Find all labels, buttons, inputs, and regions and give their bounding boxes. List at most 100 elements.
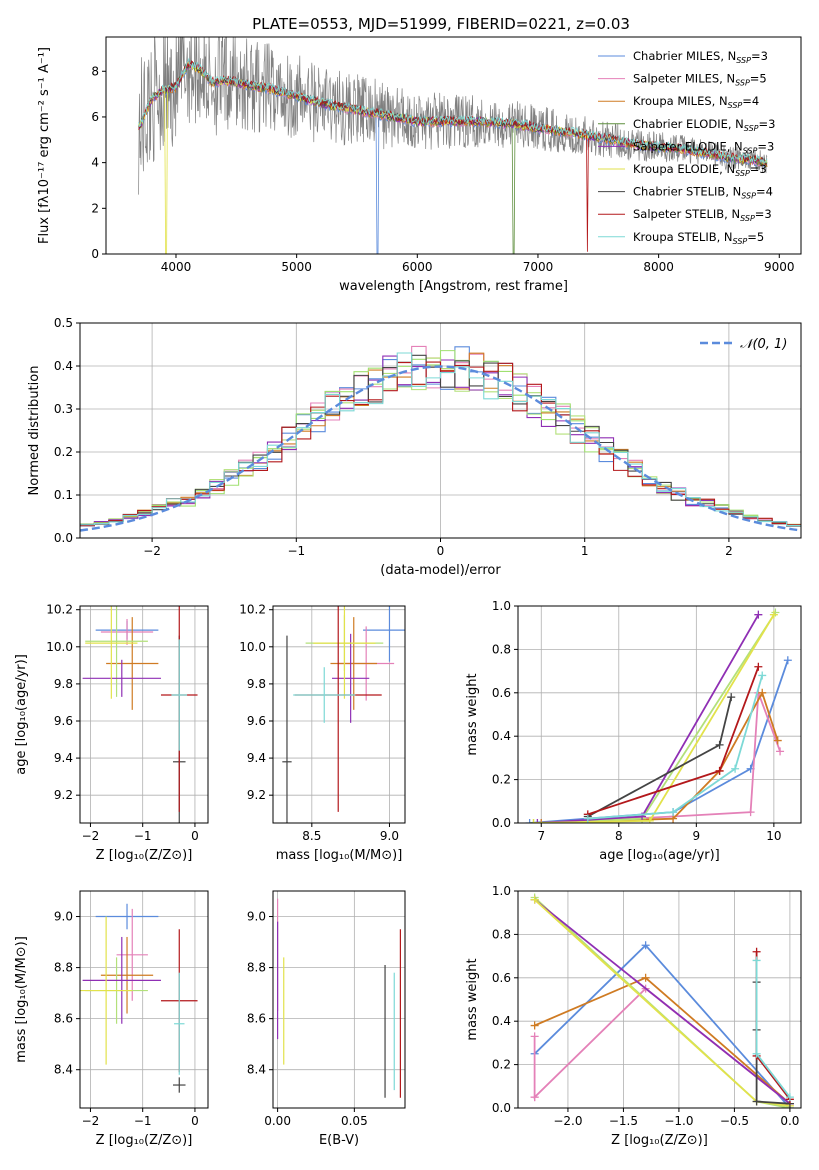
mass-vs-ebv-panel: 0.00 0.05 8.4 8.6 8.8 9.0 E(B-V) xyxy=(247,890,406,1148)
weight-marker xyxy=(754,662,763,671)
weight-marker xyxy=(669,808,678,817)
weight-series-line xyxy=(587,675,764,820)
legend-entry: 𝒩(0, 1) xyxy=(740,337,787,352)
model-spectrum-line xyxy=(138,60,768,252)
y-tick-label: 1.0 xyxy=(492,884,511,898)
y-tick-label: 10.2 xyxy=(46,603,73,617)
weight-marker xyxy=(530,895,539,904)
y-tick-label: 0 xyxy=(91,247,99,261)
weight-marker xyxy=(641,941,650,950)
weight-marker xyxy=(785,1093,794,1102)
y-tick-label: 0.8 xyxy=(492,927,511,941)
weight-series-line xyxy=(755,982,790,1105)
y-tick-label: 9.2 xyxy=(247,788,266,802)
axes-frame xyxy=(79,890,209,1109)
weight-marker xyxy=(530,1093,539,1102)
errorbar-point xyxy=(330,617,378,710)
model-spectrum-line xyxy=(138,57,768,165)
x-tick-label: −0.5 xyxy=(720,1114,749,1128)
y-tick-label: 9.0 xyxy=(54,910,73,924)
x-tick-label: 8000 xyxy=(643,260,674,274)
weight-marker xyxy=(773,736,782,745)
errorbar-point xyxy=(80,916,133,1065)
x-axis-label: (data-model)/error xyxy=(380,563,501,578)
errorbar-plot-area xyxy=(80,903,198,1093)
legend-entry: Kroupa MILES, NSSP=4 xyxy=(633,94,759,110)
residuals-legend: 𝒩(0, 1) xyxy=(700,337,787,352)
y-axis-label: Normed distribution xyxy=(27,366,42,496)
x-tick-label: 1 xyxy=(581,544,589,558)
weight-marker xyxy=(727,693,736,702)
errorbar-point xyxy=(82,659,161,697)
y-tick-label: 2 xyxy=(91,201,99,215)
weight-marker xyxy=(752,956,761,965)
y-tick-label: 10.2 xyxy=(239,603,266,617)
weight-plot-area xyxy=(525,608,792,823)
errorbar-point xyxy=(95,903,159,930)
y-tick-label: 0.0 xyxy=(492,816,511,830)
weight-marker xyxy=(752,1097,761,1106)
legend-entry: Kroupa ELODIE, NSSP=3 xyxy=(633,162,767,178)
weight-series-line xyxy=(534,898,791,1105)
legend-entry: Chabrier STELIB, NSSP=4 xyxy=(633,185,773,201)
weight-marker xyxy=(533,819,542,823)
weight-marker xyxy=(783,656,792,665)
plot-layer: 4000 5000 6000 7000 8000 900002468wavelength … xyxy=(14,36,802,1148)
y-tick-label: 0.3 xyxy=(54,402,73,416)
x-axis-label: wavelength [Angstrom, rest frame] xyxy=(339,279,568,294)
y-tick-label: 8 xyxy=(91,64,99,78)
x-tick-label: −2 xyxy=(82,829,100,843)
weight-marker xyxy=(754,610,763,619)
y-axis-label: Flux [fλ10⁻¹⁷ erg cm⁻² s⁻¹ A⁻¹] xyxy=(37,47,52,244)
x-tick-label: 0.05 xyxy=(341,1114,368,1128)
weight-series xyxy=(530,941,794,1108)
weight-series xyxy=(530,973,794,1108)
x-tick-label: 5000 xyxy=(281,260,312,274)
age-vs-Z-panel: −2 −1 0 9.2 9.4 9.6 9.8 10.0 10.2 Z [log₁₀(Z/Z⊙)]… xyxy=(14,603,209,863)
weight-series xyxy=(537,688,785,823)
errorbar-point xyxy=(85,606,138,699)
weight-marker xyxy=(769,610,778,619)
axes-frame xyxy=(272,890,406,1109)
y-tick-label: 8.8 xyxy=(247,961,266,975)
y-tick-label: 0.0 xyxy=(54,531,73,545)
y-tick-label: 6 xyxy=(91,110,99,124)
mass-vs-Z-panel: −2 −1 0 8.4 8.6 8.8 9.0 Z [log₁₀(Z/Z⊙)] mass [lo… xyxy=(14,890,209,1148)
x-axis-label: Z [log₁₀(Z/Z⊙)] xyxy=(96,848,193,863)
residual-histogram xyxy=(80,352,801,527)
errorbar-point xyxy=(82,936,161,1024)
weight-series xyxy=(529,610,778,823)
weight-series-line xyxy=(533,943,791,1108)
gaussian-reference-line xyxy=(80,365,801,532)
x-tick-label: 0 xyxy=(437,544,445,558)
y-tick-label: 0.2 xyxy=(492,773,511,787)
x-tick-label: −1.0 xyxy=(664,1114,693,1128)
x-tick-label: 0 xyxy=(191,829,199,843)
weight-series xyxy=(583,693,736,821)
weight-marker xyxy=(731,764,740,773)
weight-marker xyxy=(758,688,767,697)
weight-series xyxy=(530,895,794,1108)
weight-marker xyxy=(776,747,785,756)
y-tick-label: 9.6 xyxy=(54,714,73,728)
spectrum-plot-area xyxy=(138,37,768,254)
x-tick-label: −2 xyxy=(82,1114,100,1128)
x-tick-label: 9.0 xyxy=(380,829,399,843)
legend-entry: Chabrier MILES, NSSP=3 xyxy=(633,49,768,65)
weight-series xyxy=(530,984,794,1108)
y-tick-label: 8.4 xyxy=(54,1063,73,1077)
legend-entry: Salpeter ELODIE, NSSP=3 xyxy=(633,139,774,155)
weight-series xyxy=(533,610,763,823)
errorbar-point xyxy=(100,618,154,645)
axes-frame xyxy=(105,36,802,255)
weight-vs-age-panel: 7 8 9 10 0.0 0.2 0.4 0.6 0.8 1.0 age [log₁₀(age/yr… xyxy=(465,599,802,863)
spectrum-panel: 4000 5000 6000 7000 8000 9000 0 2 4 6 8 wavelength … xyxy=(37,36,802,294)
legend-entry: Salpeter STELIB, NSSP=3 xyxy=(633,207,772,223)
x-tick-label: 8.5 xyxy=(302,829,321,843)
axes-frame xyxy=(517,605,802,824)
weight-vs-Z-panel: −2.0 −1.5 −1.0 −0.5 0.0 0.0 0.2 0.4 0.6 0.8 1.0 Z [… xyxy=(465,884,802,1148)
weight-series-line xyxy=(534,976,791,1105)
y-tick-label: 0.5 xyxy=(54,316,73,330)
x-tick-label: 0.00 xyxy=(264,1114,291,1128)
